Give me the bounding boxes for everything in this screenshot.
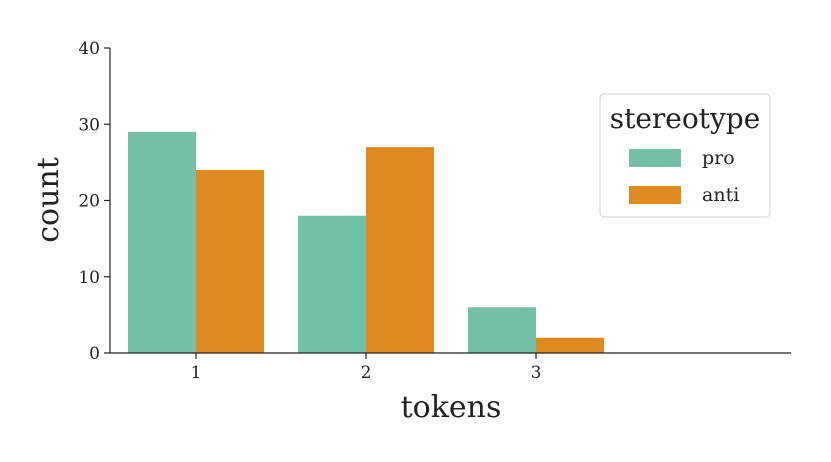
bar-anti-1 bbox=[196, 170, 264, 353]
bar-pro-2 bbox=[298, 215, 366, 353]
legend-swatch-anti bbox=[629, 186, 681, 204]
bar-pro-3 bbox=[468, 307, 536, 353]
bar-anti-2 bbox=[366, 147, 434, 353]
x-tick-label: 2 bbox=[361, 363, 372, 383]
legend-label-anti: anti bbox=[702, 184, 739, 206]
legend-swatch-pro bbox=[629, 149, 681, 167]
legend-label-pro: pro bbox=[702, 147, 735, 169]
bar-anti-3 bbox=[536, 337, 604, 353]
y-axis-title: count bbox=[31, 157, 66, 243]
bar-pro-1 bbox=[128, 131, 196, 353]
legend: stereotype pro anti bbox=[599, 93, 771, 218]
legend-entries: pro anti bbox=[629, 147, 739, 206]
y-tick-label: 40 bbox=[78, 39, 100, 59]
legend-title: stereotype bbox=[610, 102, 761, 135]
axes-group: 0 10 20 30 40 1 2 3 bbox=[78, 39, 791, 383]
bars-group bbox=[128, 131, 604, 353]
x-tick-label: 3 bbox=[531, 363, 542, 383]
y-tick-label: 10 bbox=[78, 268, 100, 288]
y-tick-label: 0 bbox=[89, 344, 100, 364]
x-axis-title: tokens bbox=[401, 390, 502, 425]
y-tick-label: 20 bbox=[78, 192, 100, 212]
x-tick-label: 1 bbox=[191, 363, 202, 383]
y-tick-label: 30 bbox=[78, 115, 100, 135]
